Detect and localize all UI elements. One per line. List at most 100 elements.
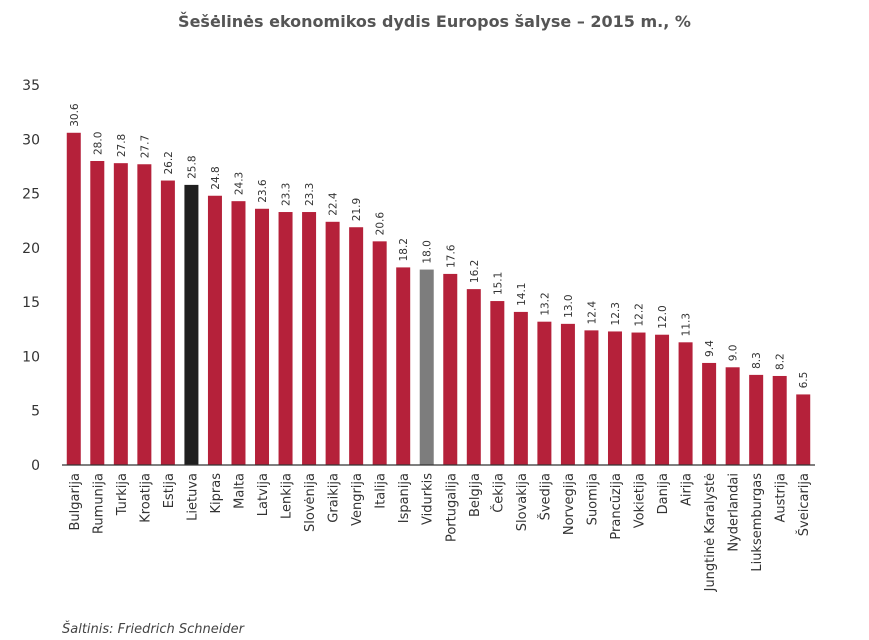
bar — [749, 374, 764, 465]
x-tick-label: Liuksemburgas — [750, 473, 765, 572]
x-tick-label: Malta — [232, 473, 247, 509]
bar — [255, 208, 270, 465]
bar — [184, 184, 199, 465]
bar — [396, 267, 411, 465]
x-tick-label: Suomija — [585, 473, 600, 525]
bar — [90, 161, 105, 465]
bar — [513, 311, 528, 465]
bar — [372, 241, 387, 465]
value-labels: 30.6 28.0 27.8 27.7 26.2 25.8 24.8 24.3 23.6 23.3… — [69, 103, 810, 388]
bar-value-label: 8.3 — [751, 352, 763, 369]
bar-value-label: 27.7 — [139, 135, 151, 158]
bar-value-label: 18.2 — [398, 238, 410, 261]
bar — [584, 330, 599, 465]
bar — [466, 289, 481, 465]
x-tick-label: Nyderlandai — [727, 473, 742, 552]
bar-value-label: 27.8 — [116, 134, 128, 157]
x-tick-label: Šveicarija — [796, 473, 812, 536]
bar-value-label: 15.1 — [492, 272, 504, 295]
bar — [137, 164, 152, 465]
bar — [725, 367, 740, 465]
bar-value-label: 23.3 — [281, 183, 293, 206]
bar-value-label: 21.9 — [351, 198, 363, 221]
bar-value-label: 17.6 — [445, 244, 457, 268]
bar-value-label: 12.3 — [610, 302, 622, 325]
bar — [678, 342, 693, 465]
x-tick-label: Jungtinė Karalystė — [703, 473, 718, 592]
x-tick-label: Portugalija — [444, 473, 459, 542]
x-tick-label: Vengrija — [350, 473, 365, 526]
y-tick-label: 35 — [22, 78, 40, 94]
bar — [66, 132, 81, 465]
bar — [325, 221, 340, 465]
y-tick-label: 10 — [22, 349, 40, 365]
y-tick-label: 20 — [22, 241, 40, 257]
x-tick-label: Airija — [680, 473, 695, 506]
x-tick-label: Slovakija — [515, 473, 530, 531]
bar-value-label: 25.8 — [186, 155, 198, 178]
x-tick-label: Austrija — [774, 473, 789, 523]
x-tick-label: Bulgarija — [68, 473, 83, 531]
bar-value-label: 23.3 — [304, 183, 316, 206]
bar-value-label: 13.2 — [539, 292, 551, 315]
bar — [443, 273, 458, 465]
x-tick-label: Belgija — [468, 473, 483, 517]
bar — [655, 334, 670, 465]
y-axis: 0 5 10 15 20 25 30 35 — [22, 78, 40, 474]
bar-value-label: 24.3 — [233, 172, 245, 195]
x-tick-label: Rumunija — [91, 473, 106, 534]
x-tick-label: Lietuva — [185, 473, 200, 521]
x-tick-label: Vokietija — [633, 473, 648, 528]
bar — [560, 323, 575, 465]
bar-value-label: 12.0 — [657, 305, 669, 328]
bar — [537, 321, 552, 465]
bar — [772, 375, 787, 465]
bar — [207, 195, 222, 465]
bar-value-label: 20.6 — [375, 212, 387, 236]
bar-value-label: 28.0 — [92, 132, 104, 155]
x-tick-label: Latvija — [256, 473, 271, 516]
x-tick-label: Estija — [162, 473, 177, 508]
x-tick-label: Švedija — [537, 473, 553, 520]
bar — [796, 394, 811, 465]
x-tick-label: Turkija — [115, 473, 130, 516]
y-tick-label: 25 — [22, 187, 40, 203]
source-note: Šaltinis: Friedrich Schneider — [62, 622, 244, 637]
bar-value-label: 24.8 — [210, 166, 222, 189]
bar — [490, 301, 505, 465]
y-tick-label: 5 — [31, 404, 40, 420]
bar — [113, 163, 128, 465]
bar-value-label: 9.0 — [728, 345, 740, 362]
x-tick-label: Norvegija — [562, 473, 577, 535]
bar-value-label: 18.0 — [422, 240, 434, 263]
bar-value-label: 6.5 — [798, 372, 810, 389]
bar-value-label: 11.3 — [681, 313, 693, 336]
bar-value-label: 12.4 — [586, 301, 598, 325]
x-tick-label: Graikija — [327, 473, 342, 523]
bar-value-label: 13.0 — [563, 294, 575, 317]
x-tick-label: Ispanija — [397, 473, 412, 523]
bar — [631, 332, 646, 465]
y-tick-label: 30 — [22, 132, 40, 148]
bar-value-label: 30.6 — [69, 103, 81, 127]
x-tick-label: Danija — [656, 473, 671, 514]
x-tick-label: Kroatija — [138, 473, 153, 523]
bar-value-label: 12.2 — [634, 303, 646, 326]
x-tick-label: Prancūzija — [609, 473, 624, 540]
bar-value-label: 26.2 — [163, 151, 175, 174]
bar — [349, 227, 364, 465]
x-tick-label: Slovėnija — [303, 473, 318, 532]
x-tick-label: Italija — [374, 473, 389, 509]
x-tick-label: Kipras — [209, 473, 224, 514]
chart-title: Šešėlinės ekonomikos dydis Europos šalys… — [178, 12, 691, 31]
bar — [702, 362, 717, 465]
bar — [302, 212, 317, 465]
bar — [607, 331, 622, 465]
bar-value-label: 14.1 — [516, 283, 528, 306]
bar — [231, 201, 246, 465]
bar-value-label: 8.2 — [775, 353, 787, 370]
bars — [66, 132, 811, 466]
x-axis-labels: Bulgarija Rumunija Turkija Kroatija Estija Li… — [68, 473, 812, 593]
y-tick-label: 0 — [31, 458, 40, 474]
